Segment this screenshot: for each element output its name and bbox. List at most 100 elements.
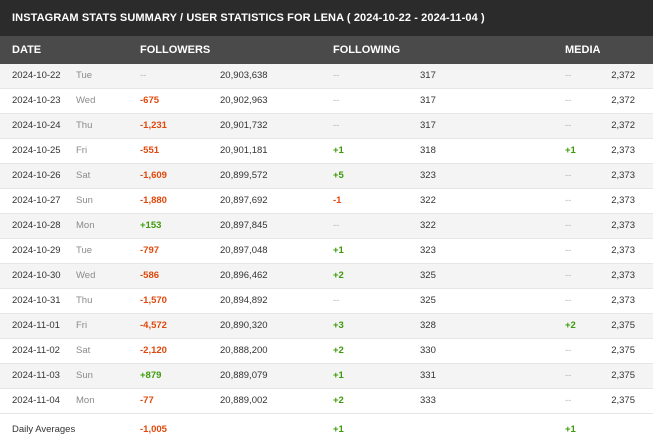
row-date: 2024-10-29 [12,245,61,256]
followers-change: -797 [140,245,160,256]
media-total: 2,375 [611,370,635,381]
row-day: Wed [76,270,96,281]
following-total: 325 [420,295,436,306]
header-media: MEDIA [565,44,601,56]
table-row: 2024-10-27 Sun -1,880 20,897,692 -1 322 … [0,189,653,214]
media-total: 2,373 [611,245,635,256]
followers-total: 20,894,892 [220,295,268,306]
row-date: 2024-11-03 [12,370,60,381]
media-total: 2,375 [611,345,635,356]
following-total: 317 [420,95,436,106]
following-change: -- [333,70,340,81]
row-date: 2024-11-04 [12,395,60,406]
row-day: Sat [76,345,91,356]
avg-following-change: +1 [333,424,344,435]
following-total: 322 [420,195,436,206]
following-change: +1 [333,245,344,256]
followers-total: 20,896,462 [220,270,268,281]
row-day: Mon [76,220,95,231]
row-day: Sun [76,195,93,206]
followers-total: 20,901,732 [220,120,268,131]
row-day: Fri [76,320,88,331]
page-title: INSTAGRAM STATS SUMMARY / USER STATISTIC… [0,0,653,36]
followers-change: -675 [140,95,160,106]
media-total: 2,372 [611,70,635,81]
row-date: 2024-10-26 [12,170,61,181]
followers-total: 20,889,079 [220,370,268,381]
table-header: DATE FOLLOWERS FOLLOWING MEDIA [0,36,653,64]
media-change: -- [565,395,572,406]
media-change: -- [565,195,572,206]
followers-total: 20,889,002 [220,395,268,406]
row-day: Fri [76,145,88,156]
following-total: 318 [420,145,436,156]
followers-change: -1,609 [140,170,167,181]
following-change: -- [333,120,340,131]
following-change: +2 [333,270,344,281]
followers-change: -- [140,70,147,81]
row-date: 2024-10-25 [12,145,61,156]
media-total: 2,373 [611,170,635,181]
media-total: 2,373 [611,145,635,156]
following-total: 323 [420,245,436,256]
table-row: 2024-10-23 Wed -675 20,902,963 -- 317 --… [0,89,653,114]
media-change: -- [565,270,572,281]
followers-total: 20,897,692 [220,195,268,206]
row-date: 2024-10-31 [12,295,61,306]
table-row: 2024-10-22 Tue -- 20,903,638 -- 317 -- 2… [0,64,653,89]
following-change: +1 [333,145,344,156]
row-date: 2024-11-01 [12,320,60,331]
following-change: +2 [333,395,344,406]
row-date: 2024-10-24 [12,120,61,131]
media-change: -- [565,345,572,356]
followers-change: -77 [140,395,154,406]
row-day: Tue [76,70,93,81]
media-change: -- [565,220,572,231]
header-following: FOLLOWING [333,44,401,56]
media-total: 2,375 [611,320,635,331]
following-change: -- [333,95,340,106]
following-change: +2 [333,345,344,356]
stats-table-body: 2024-10-22 Tue -- 20,903,638 -- 317 -- 2… [0,64,653,414]
table-row: 2024-11-04 Mon -77 20,889,002 +2 333 -- … [0,389,653,414]
followers-total: 20,897,845 [220,220,268,231]
media-change: -- [565,370,572,381]
following-total: 331 [420,370,436,381]
row-day: Thu [76,120,93,131]
media-total: 2,372 [611,120,635,131]
row-date: 2024-11-02 [12,345,60,356]
table-row: 2024-10-24 Thu -1,231 20,901,732 -- 317 … [0,114,653,139]
following-total: 323 [420,170,436,181]
table-row: 2024-11-03 Sun +879 20,889,079 +1 331 --… [0,364,653,389]
following-total: 317 [420,120,436,131]
row-day: Tue [76,245,93,256]
media-total: 2,373 [611,220,635,231]
followers-total: 20,903,638 [220,70,268,81]
followers-change: -1,570 [140,295,167,306]
header-date: DATE [12,44,42,56]
media-change: -- [565,95,572,106]
following-total: 325 [420,270,436,281]
media-change: +1 [565,145,576,156]
row-date: 2024-10-28 [12,220,61,231]
following-change: -1 [333,195,342,206]
following-change: +1 [333,370,344,381]
media-total: 2,373 [611,295,635,306]
followers-total: 20,897,048 [220,245,268,256]
followers-total: 20,890,320 [220,320,268,331]
row-day: Wed [76,95,96,106]
row-date: 2024-10-27 [12,195,61,206]
header-followers: FOLLOWERS [140,44,211,56]
following-change: -- [333,295,340,306]
followers-total: 20,888,200 [220,345,268,356]
table-row: 2024-10-30 Wed -586 20,896,462 +2 325 --… [0,264,653,289]
media-change: -- [565,70,572,81]
table-row: 2024-11-01 Fri -4,572 20,890,320 +3 328 … [0,314,653,339]
row-date: 2024-10-30 [12,270,61,281]
followers-total: 20,901,181 [220,145,268,156]
table-row: 2024-10-26 Sat -1,609 20,899,572 +5 323 … [0,164,653,189]
table-row: 2024-10-31 Thu -1,570 20,894,892 -- 325 … [0,289,653,314]
following-total: 330 [420,345,436,356]
media-change: -- [565,295,572,306]
followers-total: 20,902,963 [220,95,268,106]
